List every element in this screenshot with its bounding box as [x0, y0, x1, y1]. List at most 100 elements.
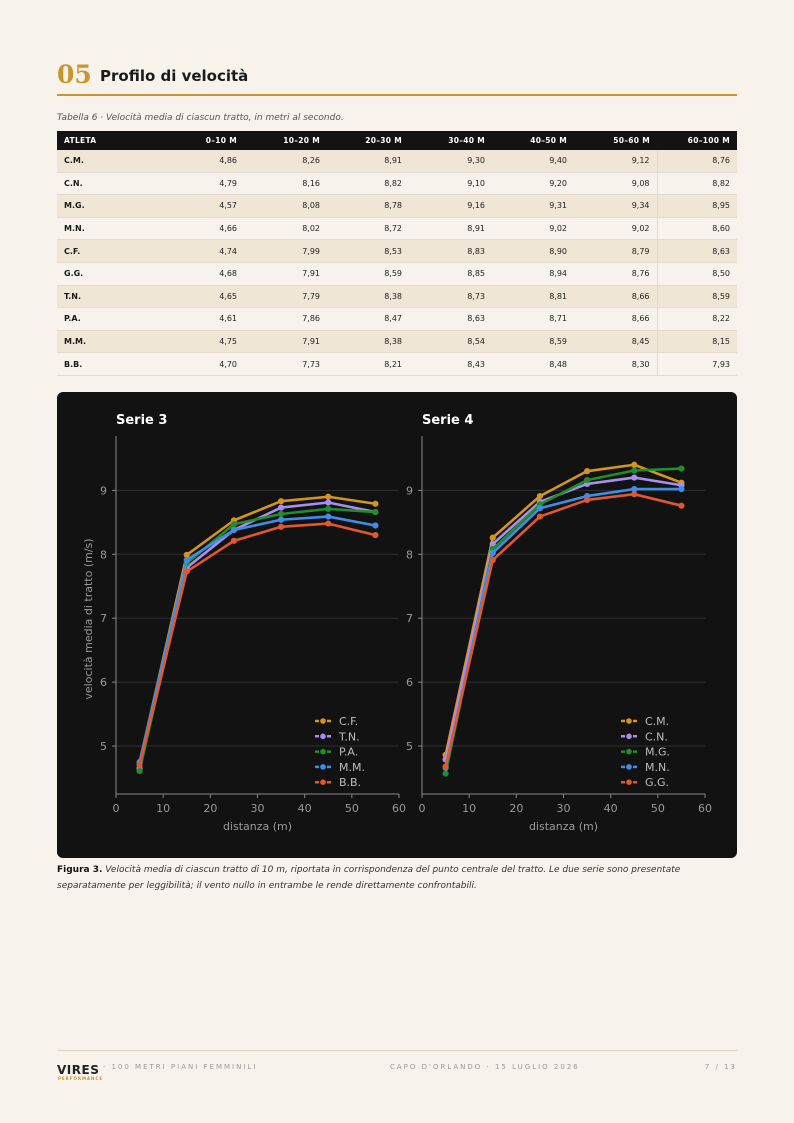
x-tick-label: 50 — [651, 802, 665, 815]
data-point — [489, 540, 496, 548]
chart-title: Serie 3 — [116, 413, 167, 428]
data-point — [277, 516, 285, 523]
speed-cell: 8,79 — [574, 239, 657, 263]
data-point — [536, 492, 544, 500]
y-tick-label: 6 — [100, 676, 107, 689]
speed-cell: 8,15 — [656, 330, 737, 354]
speed-cell: 8,72 — [327, 217, 409, 241]
table-row: C.N. 4,79 8,16 8,82 9,10 9,20 9,08 8,82 — [57, 172, 737, 196]
speed-cell: 9,12 — [574, 150, 657, 173]
table-row: M.G. 4,57 8,08 8,78 9,16 9,31 9,34 8,95 — [57, 194, 737, 218]
athlete-cell: M.M. — [57, 330, 177, 354]
legend-marker — [626, 718, 632, 724]
speed-cell: 8,66 — [574, 307, 657, 331]
y-tick-label: 5 — [406, 740, 413, 753]
speed-cell: 9,31 — [492, 194, 574, 218]
series-G.G. — [442, 491, 685, 770]
data-point — [230, 521, 238, 528]
data-point — [325, 513, 332, 520]
x-axis-label: distanza (m) — [223, 820, 292, 833]
speed-cell: 8,53 — [327, 239, 409, 263]
x-tick-label: 30 — [557, 802, 571, 815]
speed-cell: 9,16 — [409, 194, 492, 218]
table-row: C.M. 4,86 8,26 8,91 9,30 9,40 9,12 8,76 — [57, 150, 737, 173]
athlete-cell: C.M. — [57, 150, 177, 173]
legend: C.M. C.N. M.G. M.N. G.G. — [621, 715, 670, 789]
section-header: 05 Profilo di velocità — [57, 60, 737, 96]
table-body: C.M. 4,86 8,26 8,91 9,30 9,40 9,12 8,76 C.N. 4,79… — [57, 150, 737, 376]
table-row: B.B. 4,70 7,73 8,21 8,43 8,48 8,30 7,93 — [57, 352, 737, 376]
y-tick-label: 6 — [406, 676, 413, 689]
table-row: C.F. 4,74 7,99 8,53 8,83 8,90 8,79 8,63 — [57, 239, 737, 263]
speed-cell: 8,63 — [409, 307, 492, 331]
legend-marker — [320, 718, 326, 724]
legend-marker — [626, 764, 632, 770]
legend-label: C.M. — [645, 715, 669, 728]
speed-cell: 8,26 — [244, 150, 327, 173]
data-point — [372, 500, 379, 507]
data-point — [631, 461, 638, 468]
speed-cell: 8,50 — [656, 262, 737, 286]
speed-cell: 9,02 — [492, 217, 574, 241]
athlete-cell: G.G. — [57, 262, 177, 286]
athlete-cell: M.N. — [57, 217, 177, 241]
table-header-row: ATLETA 0–10 M 10–20 M 20–30 M 30–40 M 40–50 M… — [57, 131, 737, 150]
speed-cell: 8,66 — [574, 285, 657, 309]
series-B.B. — [136, 520, 379, 769]
speed-cell: 9,34 — [574, 194, 657, 218]
speed-cell: 9,08 — [574, 172, 657, 196]
legend-label: M.G. — [645, 746, 670, 759]
legend-marker — [626, 748, 632, 755]
table-caption: Tabella 6 · Velocità media di ciascun tr… — [57, 113, 344, 123]
data-point — [183, 551, 190, 559]
speed-table: ATLETA 0–10 M 10–20 M 20–30 M 30–40 M 40–50 M… — [57, 131, 737, 376]
speed-cell: 8,73 — [409, 285, 492, 309]
speed-cell: 8,59 — [327, 262, 409, 286]
data-point — [631, 485, 638, 493]
chart-2: Serie 4 5 6 7 8 9 0 10 20 30 40 50 60 distanza (m) C.M… — [406, 413, 712, 833]
speed-cell: 8,95 — [656, 194, 737, 218]
speed-cell: 8,82 — [656, 172, 737, 196]
y-axis-label: velocità media di tratto (m/s) — [82, 538, 95, 699]
y-tick-label: 8 — [406, 548, 413, 561]
x-tick-label: 10 — [462, 802, 476, 815]
speed-cell: 4,61 — [177, 307, 244, 331]
speed-cell: 8,63 — [656, 239, 737, 263]
y-tick-label: 7 — [100, 612, 107, 625]
series-line — [138, 515, 377, 764]
speed-cell: 8,71 — [492, 307, 574, 331]
x-tick-label: 0 — [419, 802, 426, 815]
data-point — [325, 505, 332, 512]
speed-cell: 8,94 — [492, 262, 574, 286]
speed-cell: 4,75 — [177, 330, 244, 354]
data-point — [325, 493, 332, 500]
speed-cell: 8,83 — [409, 239, 492, 263]
y-tick-label: 9 — [406, 484, 413, 497]
speed-cell: 8,60 — [656, 217, 737, 241]
speed-cell: 8,08 — [244, 194, 327, 218]
speed-cell: 8,76 — [656, 150, 737, 173]
speed-cell: 7,93 — [656, 352, 737, 376]
chart-1: Serie 3 5 6 7 8 9 0 10 20 30 40 50 60 distanza (m) vel… — [82, 413, 406, 833]
data-point — [536, 505, 544, 512]
speed-cell: 7,73 — [244, 352, 327, 376]
chart-title: Serie 4 — [422, 413, 473, 428]
legend-marker — [320, 733, 326, 740]
speed-cell: 4,68 — [177, 262, 244, 286]
series-line — [444, 492, 683, 768]
speed-cell: 7,91 — [244, 330, 327, 354]
speed-cell: 8,54 — [409, 330, 492, 354]
data-point — [136, 762, 143, 769]
speed-cell: 8,90 — [492, 239, 574, 263]
logo-subtitle: PERFORMANCE — [58, 1076, 104, 1081]
speed-cell: 7,79 — [244, 285, 327, 309]
table-header-cell: 20–30 M — [327, 131, 409, 150]
data-point — [631, 467, 638, 474]
speed-cell: 7,99 — [244, 239, 327, 263]
section-number: 05 — [57, 60, 92, 89]
speed-cell: 9,40 — [492, 150, 574, 173]
figure-text: Velocità media di ciascun tratto di 10 m… — [57, 865, 681, 891]
x-axis-label: distanza (m) — [529, 820, 598, 833]
speed-cell: 8,43 — [409, 352, 492, 376]
